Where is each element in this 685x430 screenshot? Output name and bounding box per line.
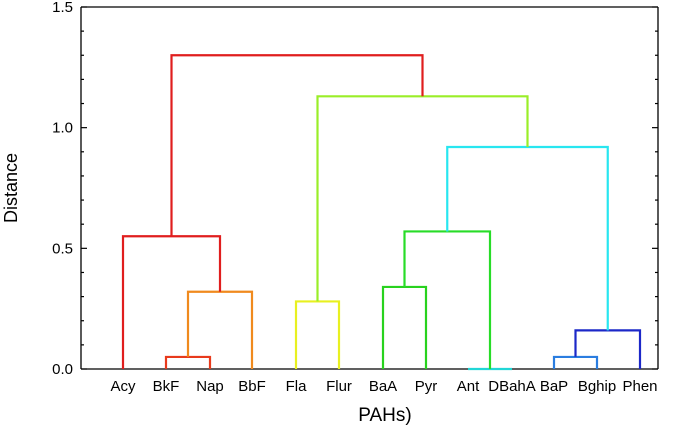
dendrogram-link xyxy=(316,95,529,302)
y-tick-label: 1.5 xyxy=(52,0,73,16)
dendrogram-link xyxy=(164,355,212,369)
axes xyxy=(80,6,659,370)
dendrogram-link xyxy=(403,230,492,369)
dendrogram-link xyxy=(121,235,222,369)
leaf-labels: Acy BkF Nap BbF Fla Flur BaA Pyr Ant DBahA BaP Bghi… xyxy=(110,378,657,395)
leaf-label: Flur xyxy=(326,378,352,395)
dendrogram-link xyxy=(574,329,642,369)
dendrogram-link xyxy=(294,300,341,369)
y-ticks: 0.0 0.5 1.0 1.5 xyxy=(52,0,658,378)
leaf-label: Fla xyxy=(286,378,307,395)
leaf-label: Bghip xyxy=(578,378,616,395)
x-axis-title: PAHs) xyxy=(358,405,411,426)
leaf-label: Acy xyxy=(110,378,136,395)
dendrogram-link xyxy=(552,355,599,369)
dendrogram-links xyxy=(121,54,642,371)
y-tick-label: 1.0 xyxy=(52,120,73,137)
leaf-label: BkF xyxy=(153,378,180,395)
dendrogram-link xyxy=(170,54,424,237)
y-tick-label: 0.5 xyxy=(52,240,73,257)
leaf-label: Nap xyxy=(196,378,224,395)
leaf-label: DBahA xyxy=(488,378,536,395)
leaf-label: BbF xyxy=(238,378,266,395)
leaf-label: Pyr xyxy=(415,378,438,395)
leaf-label: BaP xyxy=(540,378,568,395)
leaf-label: Ant xyxy=(457,378,480,395)
leaf-label: BaA xyxy=(369,378,397,395)
leaf-label: Phen xyxy=(622,378,657,395)
y-tick-label: 0.0 xyxy=(52,361,73,378)
y-axis-title: Distance xyxy=(1,153,21,223)
dendrogram-link xyxy=(381,285,428,369)
dendrogram-link xyxy=(446,145,609,331)
